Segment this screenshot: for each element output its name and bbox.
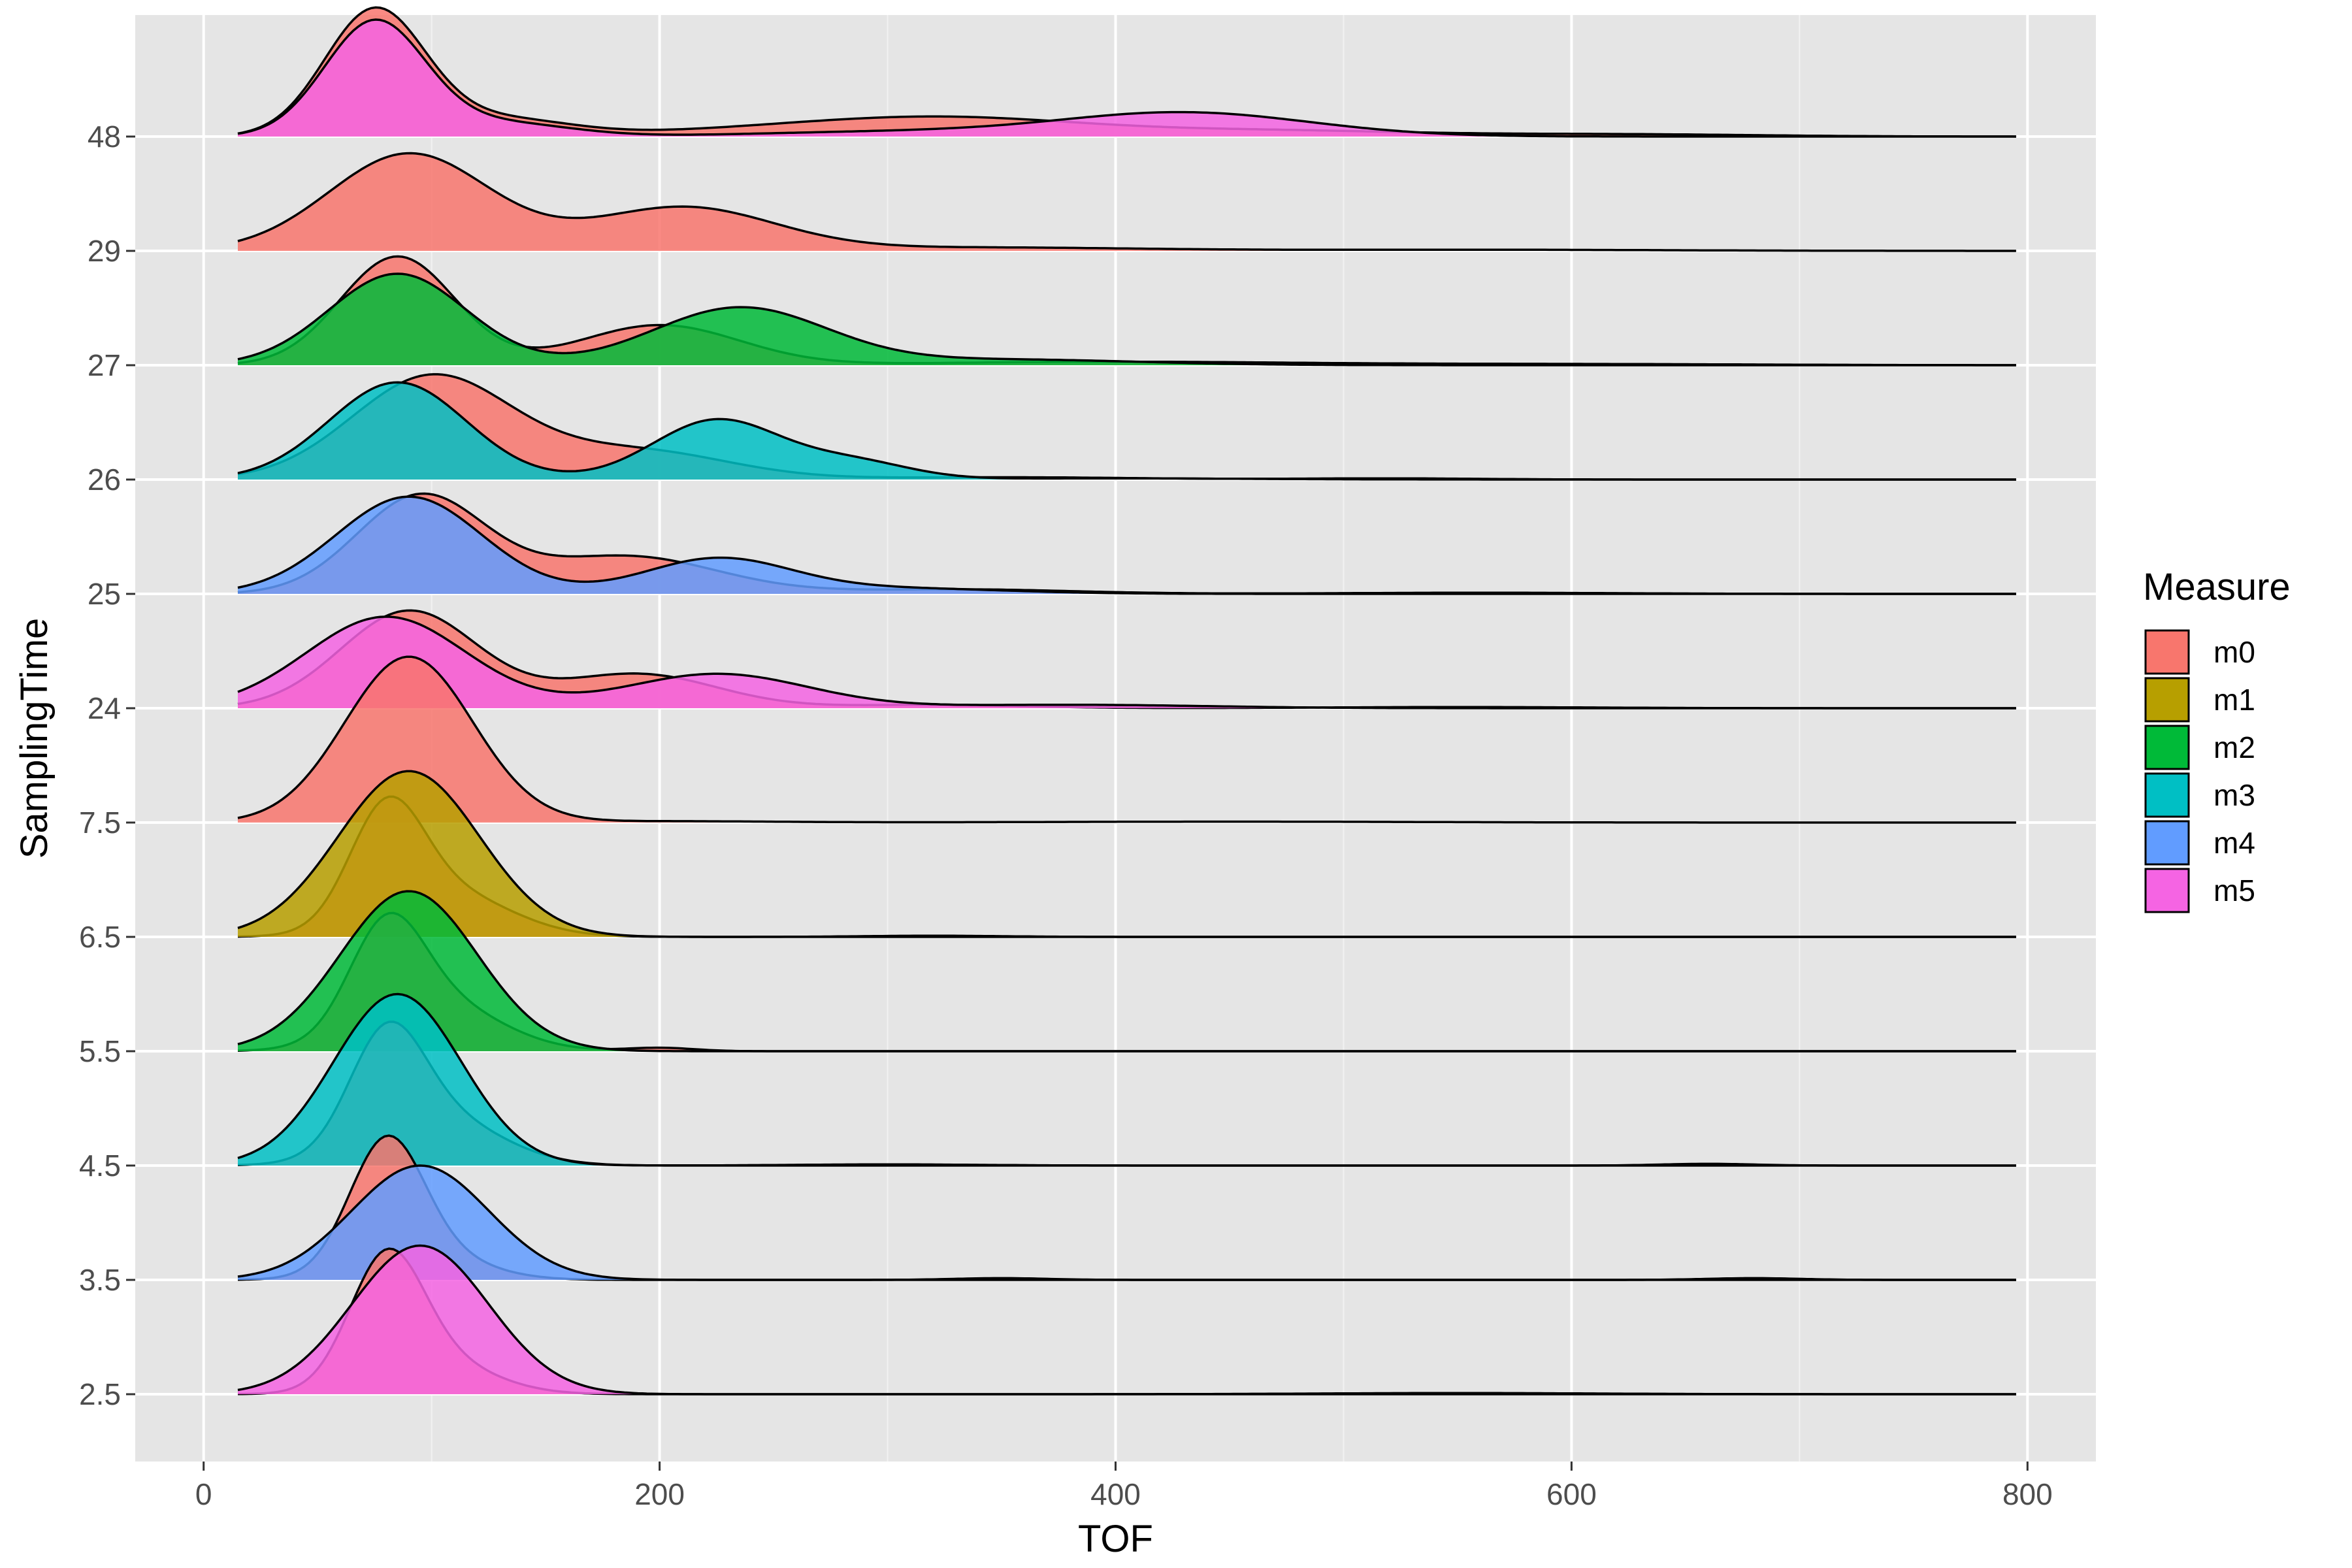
y-tick-label: 4.5	[79, 1149, 121, 1183]
x-tick-labels: 0 200 400 600 800	[195, 1462, 2053, 1511]
y-tick-label: 7.5	[79, 806, 121, 840]
density-area-m5	[238, 1245, 2016, 1394]
ridge-29	[237, 152, 2016, 252]
y-tick-label: 25	[88, 577, 121, 611]
legend: Measure m0 m1 m2 m3 m4 m5	[2143, 566, 2291, 913]
ridge-48	[237, 6, 2016, 138]
density-area-m5	[238, 617, 2016, 708]
ridge-4.5	[237, 992, 2016, 1167]
density-line-m4	[237, 1164, 2016, 1281]
legend-label-m1: m1	[2213, 683, 2255, 717]
ridge-24	[237, 609, 2016, 710]
legend-key-m1	[2144, 677, 2190, 723]
y-tick-label: 26	[88, 463, 121, 497]
y-tick-label: 48	[88, 120, 121, 154]
density-line-m2	[237, 890, 2016, 1053]
y-tick-label: 3.5	[79, 1263, 121, 1297]
x-tick-label: 200	[634, 1477, 685, 1511]
legend-label-m3: m3	[2213, 778, 2255, 812]
legend-label-m2: m2	[2213, 730, 2255, 764]
x-tick-label: 800	[2002, 1477, 2053, 1511]
density-line-m5	[237, 615, 2016, 710]
density-area-m2	[238, 274, 2016, 365]
y-tick-label: 24	[88, 691, 121, 725]
ridges	[237, 6, 2016, 1396]
y-tick-label: 5.5	[79, 1034, 121, 1068]
x-tick-label: 400	[1090, 1477, 1141, 1511]
legend-label-m4: m4	[2213, 826, 2255, 860]
ridge-27	[237, 255, 2016, 367]
legend-key-m2	[2144, 725, 2190, 770]
density-area-m4	[238, 497, 2016, 594]
density-area-m5	[238, 20, 2016, 137]
legend-label-m5: m5	[2213, 874, 2255, 907]
density-line-m1	[237, 770, 2016, 938]
density-line-m3	[237, 992, 2016, 1167]
density-line-m0	[237, 655, 2016, 824]
density-line-m2	[237, 272, 2016, 367]
x-tick-label: 0	[195, 1477, 212, 1511]
density-line-m5	[237, 1244, 2016, 1396]
density-area-m3	[238, 382, 2016, 480]
density-area-m3	[238, 994, 2016, 1166]
legend-label-m0: m0	[2213, 635, 2255, 669]
y-axis-title: SamplingTime	[13, 618, 56, 859]
legend-key-m0	[2144, 629, 2190, 675]
density-line-m4	[237, 495, 2016, 595]
legend-key-m4	[2144, 820, 2190, 866]
ridge-26	[237, 373, 2016, 481]
ridge-2.5	[237, 1244, 2016, 1396]
y-tick-label: 2.5	[79, 1377, 121, 1411]
density-line-m0	[237, 152, 2016, 252]
y-tick-label: 27	[88, 348, 121, 382]
y-tick-label: 29	[88, 234, 121, 268]
legend-key-m5	[2144, 868, 2190, 913]
density-area-m0	[238, 153, 2016, 251]
x-tick-label: 600	[1546, 1477, 1597, 1511]
legend-key-m3	[2144, 772, 2190, 818]
density-line-m5	[237, 18, 2016, 138]
y-tick-label: 6.5	[79, 920, 121, 954]
density-line-m3	[237, 381, 2016, 481]
x-axis-title: TOF	[1078, 1518, 1153, 1560]
legend-title: Measure	[2143, 566, 2291, 608]
ridge-25	[237, 492, 2016, 595]
y-tick-labels: 2.5 3.5 4.5 5.5 6.5 7.5 24 25 26 27 29 48	[79, 120, 135, 1411]
